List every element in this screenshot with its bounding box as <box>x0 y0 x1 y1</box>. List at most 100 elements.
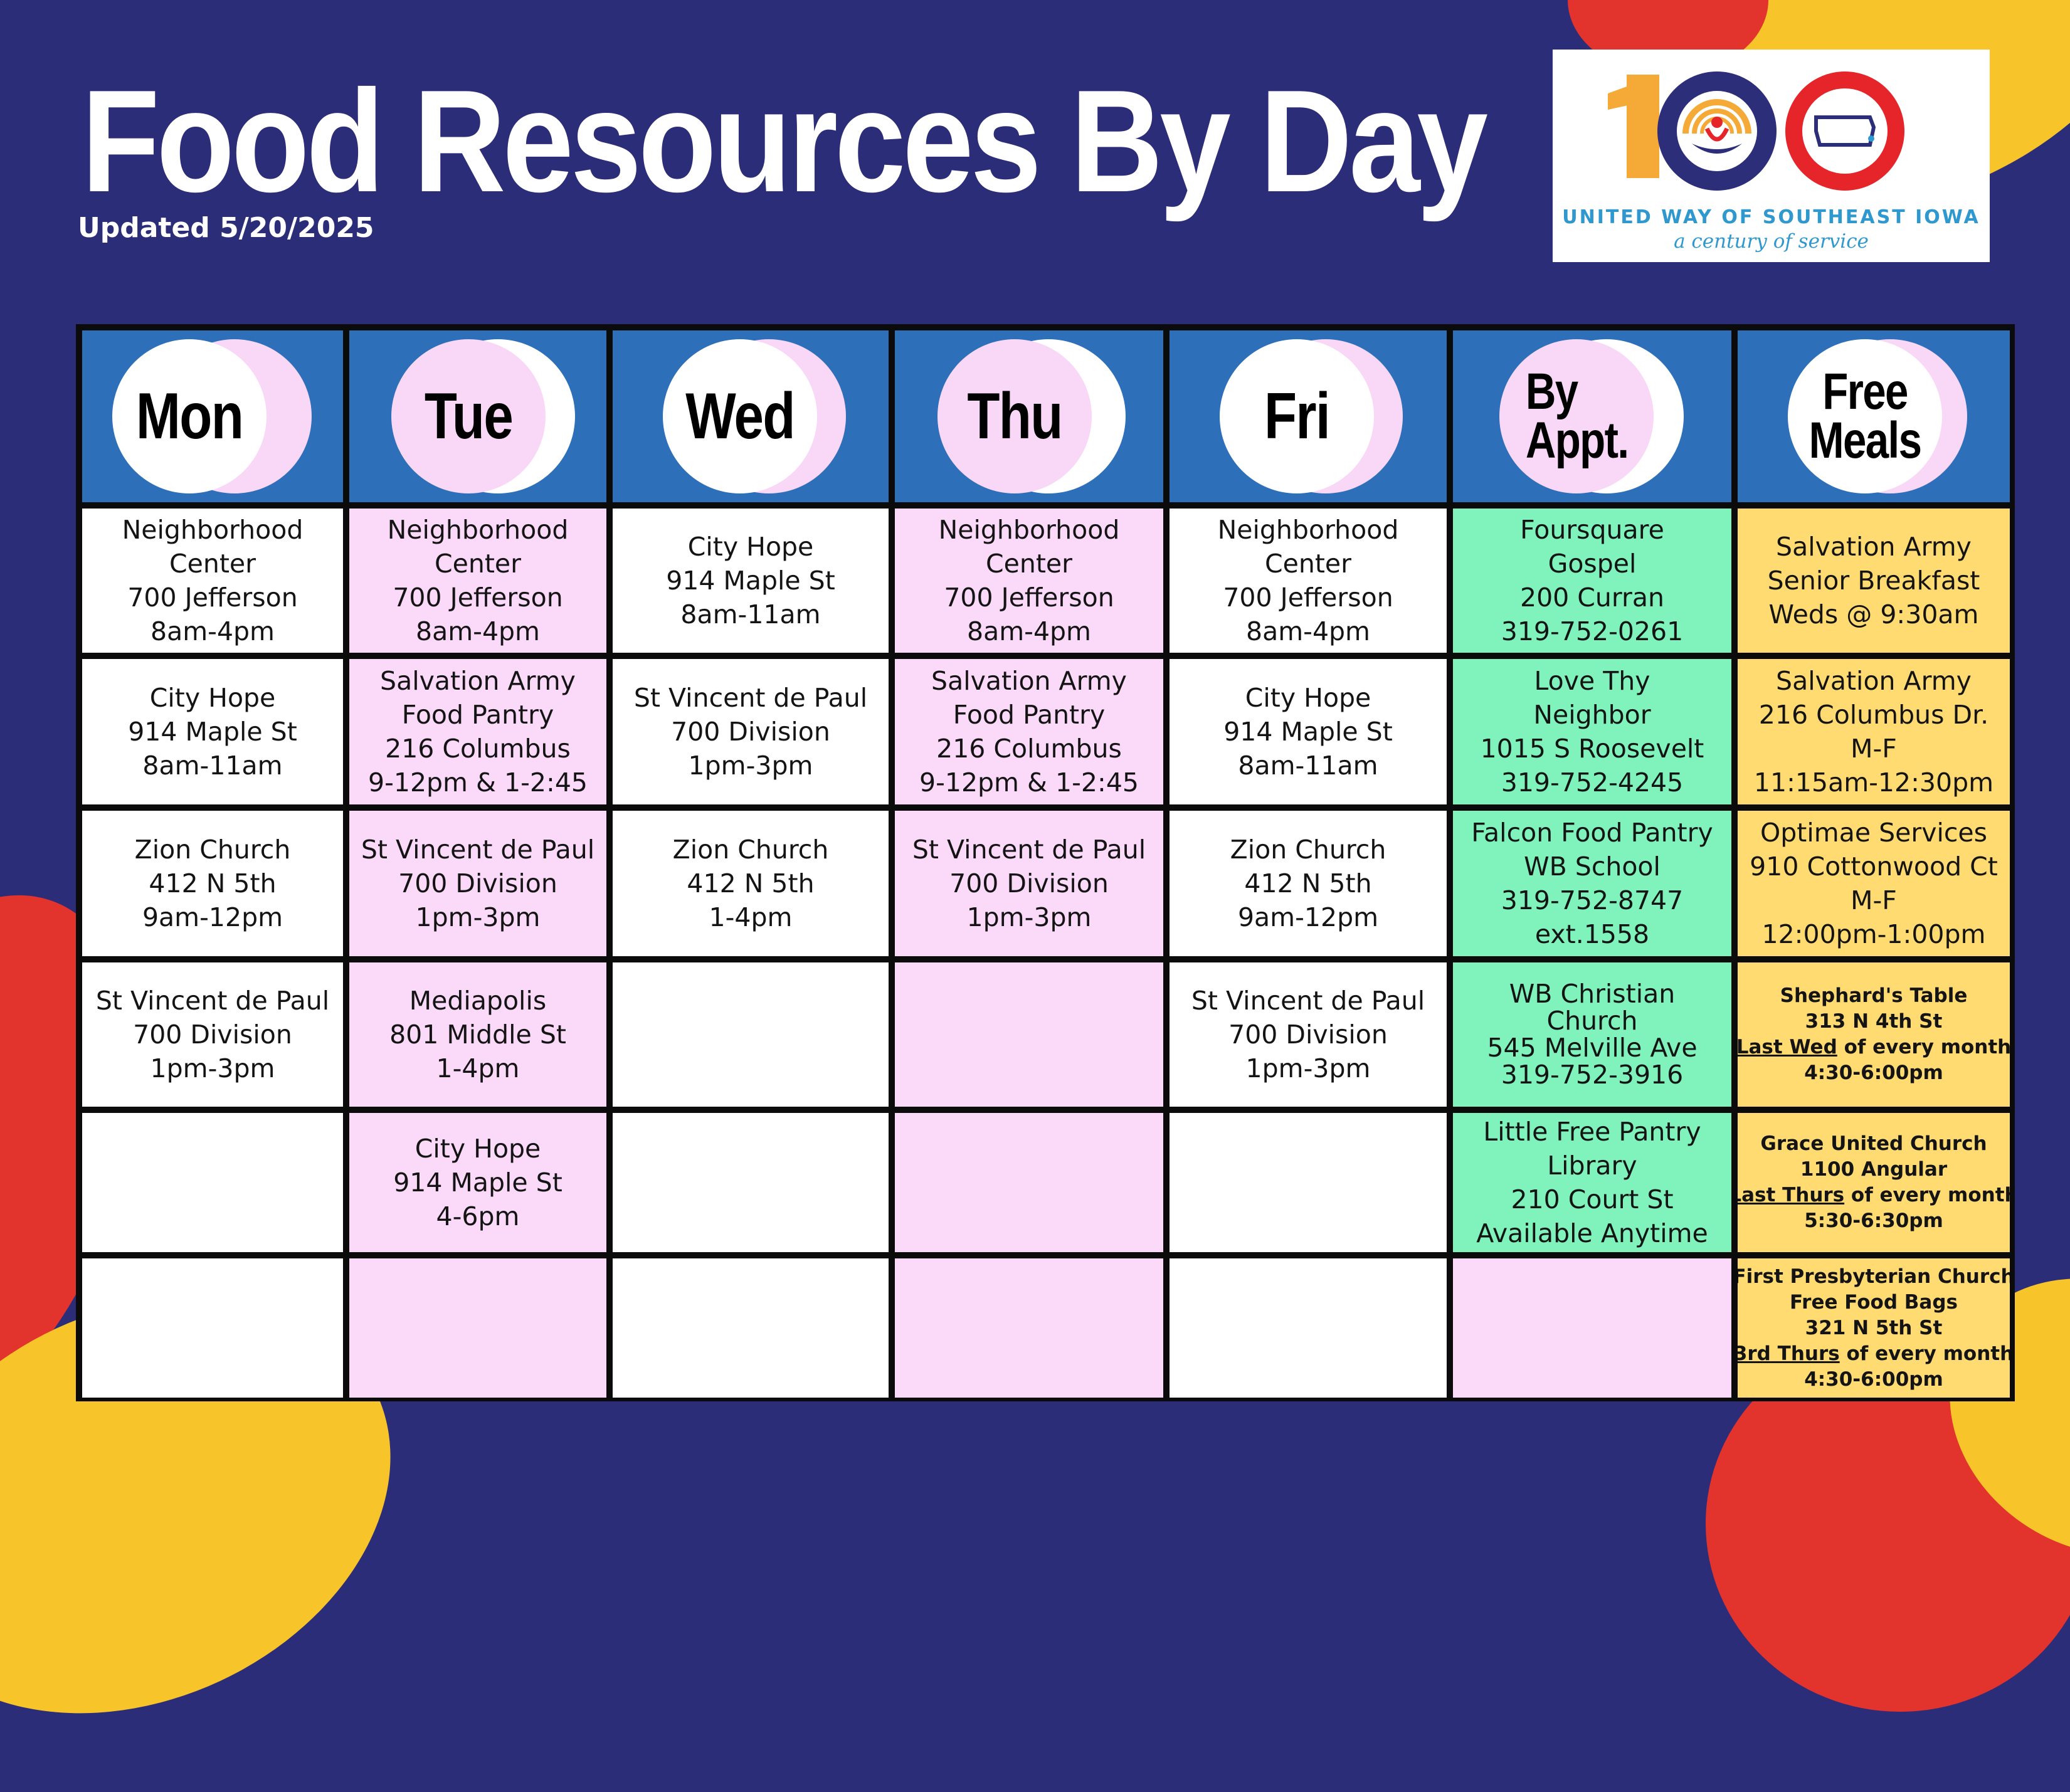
cell-line: 1pm-3pm <box>150 1053 275 1083</box>
meal-frequency-emphasis: Last Thurs <box>1738 1184 1845 1206</box>
schedule-table: Mon Tue Wed Thu Fri By Appt. Free Meals <box>76 324 2015 1401</box>
free-meal-cell: Salvation Army Senior Breakfast Weds @ 9:3… <box>1738 509 2010 653</box>
cell-line: 8am-4pm <box>150 616 275 646</box>
cell-line: Zion Church <box>1230 835 1386 865</box>
meal-frequency: Last Wed of every month <box>1738 1035 2010 1060</box>
header-disc-front <box>937 339 1092 493</box>
free-meal-cell: First Presbyterian Church Free Food Bags… <box>1738 1258 2010 1398</box>
cell-line: Center <box>986 549 1072 579</box>
header-disc-front <box>1220 339 1374 493</box>
cell-line: 8am-11am <box>142 751 283 781</box>
meal-name: Grace United Church <box>1760 1132 1987 1155</box>
empty-cell <box>1170 1113 1447 1252</box>
cell-line: M-F <box>1851 734 1897 764</box>
empty-cell <box>82 1258 343 1398</box>
cell-line: 1-4pm <box>436 1053 520 1083</box>
cell-line: Neighborhood <box>1217 515 1399 545</box>
cell-line: St Vincent de Paul <box>912 835 1146 865</box>
cell-line: Center <box>435 549 521 579</box>
empty-cell <box>895 1113 1163 1252</box>
column-header-thu: Thu <box>895 330 1163 502</box>
cell-line: 412 N 5th <box>149 868 277 899</box>
cell-line: City Hope <box>149 683 276 713</box>
schedule-cell: St Vincent de Paul 700 Division 1pm-3pm <box>1170 962 1447 1107</box>
schedule-cell: City Hope 914 Maple St 8am-11am <box>1170 659 1447 804</box>
cell-line: Gospel <box>1548 549 1637 579</box>
cell-line: 1pm-3pm <box>966 902 1092 932</box>
cell-line: 216 Columbus <box>936 734 1122 764</box>
cell-line: 210 Court St <box>1511 1184 1674 1215</box>
schedule-cell: Neighborhood Center 700 Jefferson 8am-4pm <box>1170 509 1447 653</box>
cell-line: 8am-4pm <box>1246 616 1370 646</box>
meal-address: 321 N 5th St <box>1805 1316 1943 1339</box>
column-label-line: Appt. <box>1525 412 1629 469</box>
cell-line: St Vincent de Paul <box>95 986 330 1016</box>
empty-cell <box>613 1113 889 1252</box>
cell-line: 914 Maple St <box>393 1167 562 1198</box>
schedule-cell: Salvation Army Food Pantry 216 Columbus 9-1… <box>895 659 1163 804</box>
header-disc-front <box>1499 339 1654 493</box>
meal-name: First Presbyterian Church <box>1738 1265 2010 1288</box>
meal-time: 4:30-6:00pm <box>1804 1062 1943 1084</box>
cell-line: 319-752-8747 <box>1501 885 1684 915</box>
cell-line: 700 Division <box>671 717 830 747</box>
cell-line: St Vincent de Paul <box>1191 986 1425 1016</box>
schedule-cell: St Vincent de Paul 700 Division 1pm-3pm <box>613 659 889 804</box>
updated-date: Updated 5/20/2025 <box>78 212 374 244</box>
cell-line: Zion Church <box>134 835 291 865</box>
cell-line: Salvation Army <box>380 666 576 696</box>
header-disc-front <box>112 339 267 493</box>
column-label-by-appt: By Appt. <box>1513 339 1640 493</box>
cell-line: Foursquare <box>1520 515 1664 545</box>
cell-line: 700 Division <box>398 868 557 899</box>
cell-line: 914 Maple St <box>1223 717 1393 747</box>
appointment-cell: Falcon Food Pantry WB School 319-752-8747 e… <box>1453 811 1731 956</box>
logo-tagline: a century of service <box>1674 230 1869 253</box>
meal-time: 4:30-6:00pm <box>1804 1368 1943 1391</box>
cell-line: 9-12pm & 1-2:45 <box>919 767 1139 798</box>
meal-name: Shephard's Table <box>1780 984 1968 1007</box>
empty-cell <box>349 1258 606 1398</box>
cell-line: 216 Columbus Dr. <box>1758 700 1989 730</box>
cell-line: Neighborhood <box>938 515 1120 545</box>
cell-line: Available Anytime <box>1476 1218 1708 1248</box>
column-label-free-meals: Free Meals <box>1802 339 1928 493</box>
column-header-tue: Tue <box>349 330 606 502</box>
cell-line: 700 Division <box>949 868 1109 899</box>
cell-line: 412 N 5th <box>1244 868 1372 899</box>
cell-line: Senior Breakfast <box>1767 566 1980 596</box>
cell-line: ext.1558 <box>1534 919 1650 949</box>
meal-frequency-rest: of every month <box>1844 1184 2010 1206</box>
empty-cell <box>613 1258 889 1398</box>
column-label-thu: Thu <box>967 379 1063 453</box>
cell-line: Library <box>1547 1151 1637 1181</box>
cell-line: M-F <box>1851 885 1897 915</box>
cell-line: 700 Jefferson <box>944 582 1114 613</box>
cell-line: 9am-12pm <box>142 902 283 932</box>
schedule-cell: City Hope 914 Maple St 8am-11am <box>82 659 343 804</box>
meal-frequency-rest: of every month <box>1839 1342 2010 1365</box>
meal-frequency: Last Thurs of every month <box>1738 1183 2010 1208</box>
column-label-line: Free <box>1822 363 1908 421</box>
empty-cell <box>895 962 1163 1107</box>
cell-line: Salvation Army <box>1776 666 1972 696</box>
column-label-line: Meals <box>1809 412 1922 469</box>
free-meal-cell: Grace United Church 1100 Angular Last Th… <box>1738 1113 2010 1252</box>
appointment-cell: Foursquare Gospel 200 Curran 319-752-0261 <box>1453 509 1731 653</box>
cell-line: 1015 S Roosevelt <box>1480 734 1704 764</box>
cell-line: 8am-11am <box>1238 751 1378 781</box>
schedule-cell: Zion Church 412 N 5th 1-4pm <box>613 811 889 956</box>
cell-line: Center <box>169 549 256 579</box>
free-meal-cell: Optimae Services 910 Cottonwood Ct M-F 12:0… <box>1738 811 2010 956</box>
free-meal-cell: Shephard's Table 313 N 4th St Last Wed o… <box>1738 962 2010 1107</box>
column-label-mon: Mon <box>135 379 244 453</box>
cell-line: 319-752-0261 <box>1501 616 1684 646</box>
cell-line: 412 N 5th <box>687 868 815 899</box>
cell-line: City Hope <box>1245 683 1371 713</box>
schedule-cell: St Vincent de Paul 700 Division 1pm-3pm <box>349 811 606 956</box>
free-meal-cell: Salvation Army 216 Columbus Dr. M-F 11:15am… <box>1738 659 2010 804</box>
cell-line: 216 Columbus <box>385 734 571 764</box>
cell-line: St Vincent de Paul <box>633 683 868 713</box>
schedule-cell: Zion Church 412 N 5th 9am-12pm <box>1170 811 1447 956</box>
cell-line: Neighbor <box>1533 700 1651 730</box>
